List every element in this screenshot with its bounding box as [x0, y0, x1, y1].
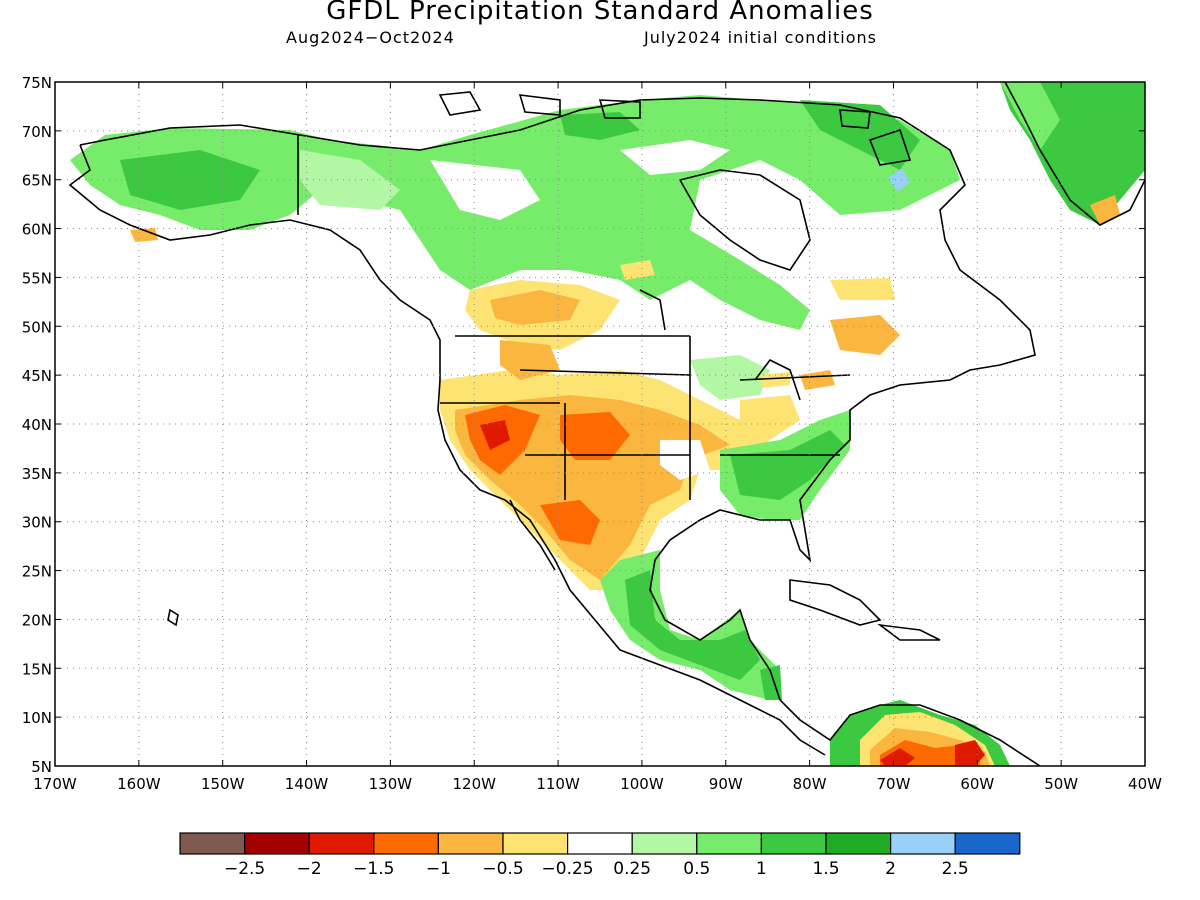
- colorbar-swatch: [696, 832, 762, 855]
- colorbar-swatch: [631, 832, 698, 855]
- colorbar-label: −0.5: [482, 859, 523, 879]
- lat-label: 45N: [22, 367, 52, 385]
- colorbar-swatch: [825, 832, 892, 855]
- lon-label: 120W: [452, 775, 496, 793]
- map-title: GFDL Precipitation Standard Anomalies: [326, 0, 874, 26]
- colorbar-label: 0.5: [683, 859, 710, 879]
- colorbar-swatch: [954, 832, 1021, 855]
- colorbar-label: 1.5: [812, 859, 839, 879]
- anomaly-region: [955, 740, 985, 766]
- lat-label: 10N: [22, 709, 52, 727]
- colorbar-swatch: [437, 832, 504, 855]
- lat-label: 25N: [22, 563, 52, 581]
- lon-label: 40W: [1128, 775, 1162, 793]
- colorbar-label: −2: [297, 859, 322, 879]
- latitude-axis: 75N 70N 65N 60N 55N 50N 45N 40N 35N 30N 25N 20N 15N 1…: [22, 74, 1145, 776]
- lon-label: 170W: [33, 775, 77, 793]
- lon-label: 80W: [793, 775, 827, 793]
- colorbar-label: 1: [756, 859, 767, 879]
- anomaly-region: [690, 355, 770, 400]
- lon-label: 110W: [536, 775, 580, 793]
- forecast-period: Aug2024−Oct2024: [286, 28, 455, 47]
- lat-label: 30N: [22, 514, 52, 532]
- lat-label: 75N: [22, 74, 52, 92]
- longitude-axis: 170W 160W 150W 140W 130W 120W 110W 100W 90W 80W 70…: [33, 82, 1162, 793]
- colorbar-swatch: [244, 832, 310, 855]
- lon-label: 100W: [620, 775, 664, 793]
- anomaly-region: [490, 290, 580, 325]
- lat-label: 5N: [31, 758, 52, 776]
- coastlines: [68, 82, 1145, 766]
- anomaly-region: [800, 100, 920, 170]
- lat-label: 15N: [22, 660, 52, 678]
- anomaly-shading: [70, 82, 1145, 766]
- lat-label: 60N: [22, 221, 52, 239]
- anomaly-region: [130, 228, 158, 242]
- graticule: [55, 82, 1145, 766]
- colorbar-swatch: [760, 832, 827, 855]
- colorbar-label: −1.5: [353, 859, 394, 879]
- colorbar-label: −0.25: [542, 859, 594, 879]
- anomaly-region: [740, 395, 800, 440]
- colorbar-label: 0.25: [613, 859, 651, 879]
- colorbar-swatch: [566, 832, 633, 855]
- lon-label: 130W: [369, 775, 413, 793]
- anomaly-region: [120, 150, 260, 210]
- anomaly-region: [830, 278, 895, 300]
- colorbar-label: −1: [426, 859, 451, 879]
- colorbar-label: −2.5: [224, 859, 265, 879]
- anomaly-region: [830, 315, 900, 355]
- colorbar-swatch: [308, 832, 375, 855]
- anomaly-region: [1090, 195, 1120, 225]
- lat-label: 40N: [22, 416, 52, 434]
- colorbar-swatch: [889, 832, 956, 855]
- colorbar-label: 2.5: [942, 859, 969, 879]
- anomaly-region: [620, 140, 730, 175]
- anomaly-region: [660, 440, 710, 480]
- colorbar-swatch: [373, 832, 439, 855]
- lat-label: 50N: [22, 318, 52, 336]
- lon-label: 150W: [201, 775, 245, 793]
- lon-label: 50W: [1044, 775, 1078, 793]
- colorbar-swatch: [179, 832, 246, 855]
- lat-label: 55N: [22, 269, 52, 287]
- anomaly-region: [620, 260, 655, 280]
- anomaly-region: [430, 160, 540, 220]
- lon-label: 140W: [285, 775, 329, 793]
- lat-label: 70N: [22, 123, 52, 141]
- initial-conditions: July2024 initial conditions: [644, 28, 877, 47]
- colorbar-label: 2: [885, 859, 896, 879]
- lon-label: 160W: [117, 775, 161, 793]
- lon-label: 70W: [877, 775, 911, 793]
- anomaly-region: [880, 748, 915, 766]
- lon-label: 60W: [960, 775, 994, 793]
- anomaly-region: [760, 372, 790, 388]
- colorbar-swatch: [502, 832, 569, 855]
- lat-label: 65N: [22, 172, 52, 190]
- colorbar: −2.5 −2 −1.5 −1 −0.5 −0.25 0.25 0.5 1 1.5 2 2.5: [179, 832, 1021, 879]
- anomaly-region: [888, 168, 910, 192]
- anomaly-region: [540, 500, 600, 545]
- lon-label: 90W: [709, 775, 743, 793]
- anomaly-region: [560, 112, 640, 140]
- lat-label: 35N: [22, 465, 52, 483]
- anomaly-region: [730, 430, 845, 500]
- anomaly-region: [800, 370, 835, 390]
- lat-label: 20N: [22, 611, 52, 629]
- anomaly-region: [480, 420, 510, 450]
